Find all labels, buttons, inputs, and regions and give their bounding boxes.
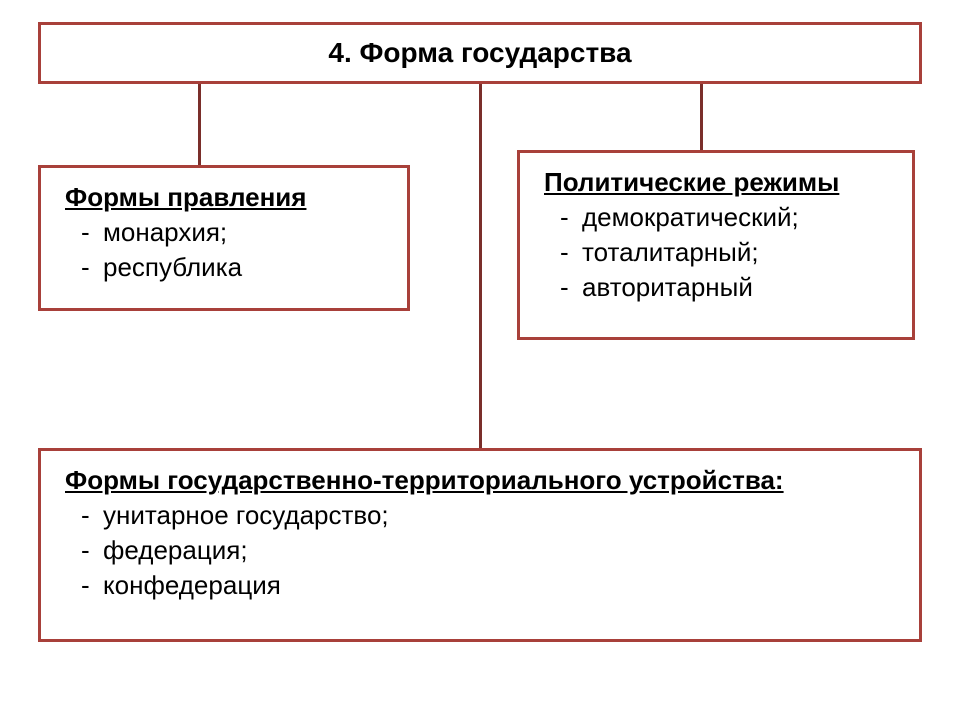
- left-heading: Формы правления: [65, 182, 389, 213]
- right-box: Политические режимы демократический;тота…: [517, 150, 915, 340]
- list-item: монархия;: [103, 215, 389, 250]
- connector-center: [479, 84, 482, 448]
- right-items: демократический;тоталитарный;авторитарны…: [538, 200, 894, 305]
- right-heading: Политические режимы: [544, 167, 894, 198]
- list-item: демократический;: [582, 200, 894, 235]
- list-item: федерация;: [103, 533, 901, 568]
- list-item: унитарное государство;: [103, 498, 901, 533]
- connector-left: [198, 84, 201, 165]
- diagram-canvas: 4. Форма государства Формы правления мон…: [0, 0, 960, 720]
- left-box: Формы правления монархия;республика: [38, 165, 410, 311]
- list-item: авторитарный: [582, 270, 894, 305]
- left-items: монархия;республика: [59, 215, 389, 285]
- list-item: тоталитарный;: [582, 235, 894, 270]
- title-text: 4. Форма государства: [328, 37, 631, 68]
- bottom-items: унитарное государство;федерация;конфедер…: [59, 498, 901, 603]
- title-box: 4. Форма государства: [38, 22, 922, 84]
- list-item: республика: [103, 250, 389, 285]
- list-item: конфедерация: [103, 568, 901, 603]
- bottom-box: Формы государственно-территориального ус…: [38, 448, 922, 642]
- bottom-heading: Формы государственно-территориального ус…: [65, 465, 901, 496]
- connector-right: [700, 84, 703, 150]
